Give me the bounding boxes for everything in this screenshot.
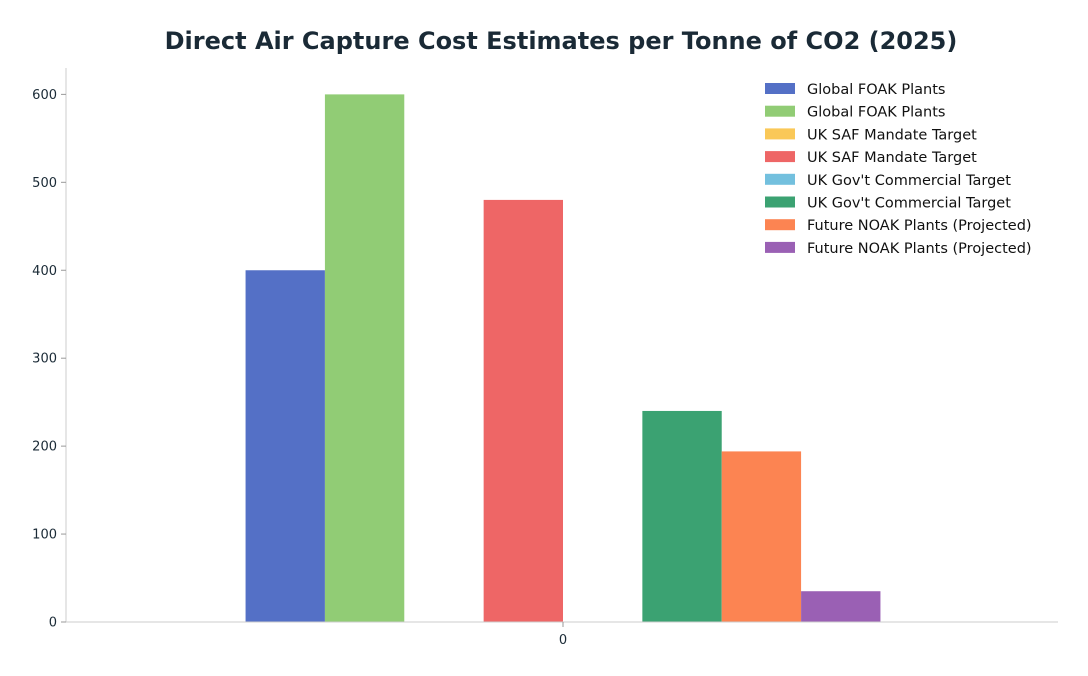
legend-swatch (765, 241, 795, 253)
legend-label: UK SAF Mandate Target (807, 150, 977, 166)
legend-label: Future NOAK Plants (Projected) (807, 218, 1032, 234)
legend-label: Global FOAK Plants (807, 105, 946, 121)
legend-swatch (765, 219, 795, 231)
bar-series-1 (245, 270, 325, 622)
y-tick-label: 200 (32, 440, 57, 455)
legend-label: UK SAF Mandate Target (807, 127, 977, 143)
legend-swatch (765, 128, 795, 140)
y-tick-label: 0 (49, 616, 57, 631)
y-tick-label: 400 (32, 264, 57, 279)
legend-swatch (765, 196, 795, 208)
y-axis-ticks: 0 100 200 300 400 500 600 (32, 88, 66, 631)
x-axis-ticks: 0 (559, 622, 567, 648)
y-tick-label: 100 (32, 528, 57, 543)
legend-swatch (765, 173, 795, 185)
bars-layer (245, 94, 881, 622)
legend-label: Future NOAK Plants (Projected) (807, 241, 1032, 257)
bar-series-8 (801, 591, 881, 622)
chart-title: Direct Air Capture Cost Estimates per To… (165, 27, 958, 55)
bar-series-2 (324, 94, 405, 622)
y-tick-label: 600 (32, 88, 57, 103)
legend-label: Global FOAK Plants (807, 82, 946, 98)
legend-swatch (765, 151, 795, 163)
bar-series-6 (642, 410, 722, 622)
legend-swatch (765, 105, 795, 117)
legend-label: UK Gov't Commercial Target (807, 173, 1011, 189)
y-tick-label: 300 (32, 352, 57, 367)
x-tick-label: 0 (559, 633, 567, 648)
bar-series-7 (721, 451, 802, 622)
legend-swatch (765, 83, 795, 94)
y-tick-label: 500 (32, 176, 57, 191)
bar-series-4 (483, 199, 563, 622)
legend-label: UK Gov't Commercial Target (807, 196, 1011, 212)
legend: Global FOAK Plants Global FOAK Plants UK S… (765, 82, 1032, 257)
